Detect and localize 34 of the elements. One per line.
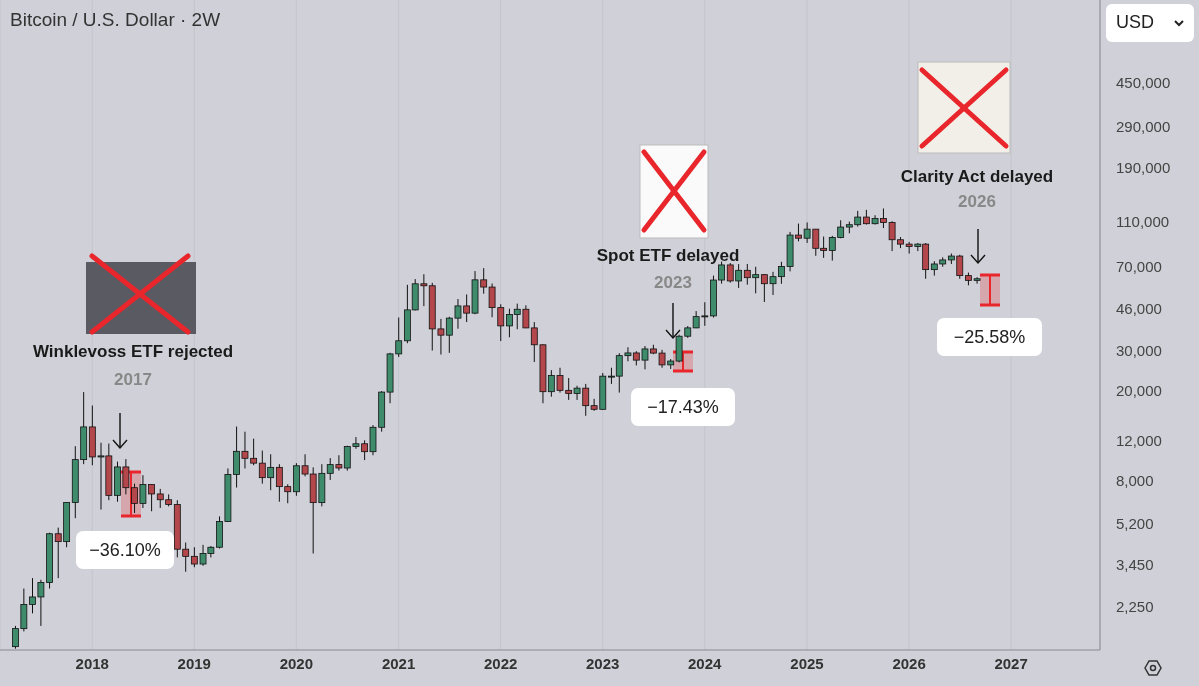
annotation: Clarity Act delayed: [900, 167, 1054, 186]
y-tick-label: 12,000: [1116, 432, 1162, 450]
annotation: 2023: [653, 272, 693, 294]
x-tick-label: 2019: [177, 654, 211, 672]
y-tick-label: 30,000: [1116, 341, 1162, 359]
annotation: Spot ETF delayed: [595, 245, 741, 267]
annotation: −36.10%: [76, 531, 174, 569]
text: Bitcoin / U.S. Dollar · 2W: [10, 9, 221, 31]
y-tick-label: 20,000: [1116, 381, 1162, 399]
x-tick-label: 2022: [483, 654, 518, 672]
x-tick-label: 2021: [381, 654, 416, 672]
x-tick-label: 2018: [75, 654, 109, 672]
x-tick-label: 2026: [892, 654, 926, 672]
annotation: −25.58%: [937, 318, 1042, 356]
y-tick-label: 290,000: [1116, 117, 1171, 135]
y-tick-label: 2,250: [1116, 597, 1154, 615]
text: USD: [1116, 12, 1155, 32]
x-tick-label: 2024: [688, 654, 723, 672]
y-tick-label: 8,000: [1116, 472, 1154, 490]
x-tick-label: 2025: [790, 654, 824, 672]
annotation: −17.43%: [631, 388, 735, 426]
y-tick-label: 450,000: [1116, 74, 1171, 92]
y-tick-label: 110,000: [1116, 213, 1170, 231]
y-tick-label: 3,450: [1116, 555, 1154, 573]
y-tick-label: 46,000: [1116, 299, 1162, 317]
x-tick-label: 2020: [279, 654, 313, 672]
annotation: 2017: [113, 369, 153, 391]
x-tick-label: 2027: [994, 654, 1028, 672]
annotation: 2026: [957, 191, 997, 213]
x-tick-label: 2023: [586, 654, 620, 672]
y-tick-label: 190,000: [1116, 159, 1171, 177]
y-tick-label: 70,000: [1116, 258, 1162, 276]
y-tick-label: 5,200: [1116, 515, 1154, 533]
annotation: Winklevoss ETF rejected: [31, 341, 235, 363]
